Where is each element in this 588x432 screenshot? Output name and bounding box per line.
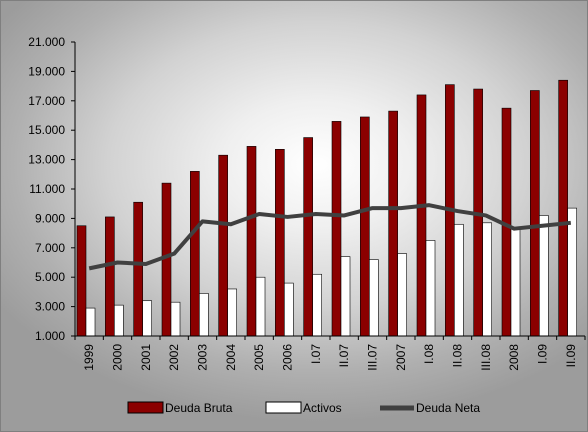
legend: Deuda Bruta Activos Deuda Neta [127, 401, 480, 415]
y-tick-label: 1.000 [35, 329, 65, 343]
plot-area: 1.000 3.000 5.000 7.000 9.000 11.000 13.000 15.… [28, 35, 586, 371]
x-tick-label: II.09 [564, 344, 578, 368]
x-tick-label: 2000 [111, 344, 125, 371]
bar-deuda-bruta [133, 201, 143, 337]
x-tick-label: 2005 [252, 344, 266, 371]
bar-deuda-bruta [246, 146, 257, 337]
y-tick-label: 19.000 [28, 64, 65, 78]
x-tick-label: 2004 [224, 344, 238, 371]
bar-activos [114, 304, 124, 337]
y-tick-label: 3.000 [35, 300, 65, 314]
bar-activos [482, 222, 492, 337]
y-tick-label: 13.000 [28, 153, 65, 167]
x-tick-label: II.07 [337, 344, 351, 368]
bar-activos [170, 301, 181, 337]
bar-activos [85, 307, 96, 337]
bar-deuda-bruta [360, 116, 370, 337]
legend-swatch-activos [265, 401, 302, 414]
bar-deuda-bruta [331, 121, 342, 337]
x-tick-label: 2002 [167, 344, 181, 371]
x-tick-label: 1999 [82, 344, 96, 371]
bar-activos [539, 215, 549, 337]
x-tick-label: 2006 [281, 344, 295, 371]
bar-activos [255, 276, 266, 337]
bar-deuda-bruta [558, 79, 568, 337]
x-tick-label: 2008 [507, 344, 521, 371]
bar-deuda-bruta [530, 90, 540, 337]
legend-label-deuda-bruta: Deuda Bruta [165, 401, 233, 415]
x-tick-label: II.08 [451, 344, 465, 368]
x-tick-label: I.09 [536, 344, 550, 364]
bar-deuda-bruta [76, 225, 87, 337]
bar-activos [284, 282, 294, 337]
x-tick-label: I.07 [309, 344, 323, 364]
x-tick-label: III.08 [479, 344, 493, 371]
y-tick-label: 21.000 [28, 35, 65, 49]
bar-deuda-bruta [416, 94, 427, 337]
bar-activos [142, 300, 152, 337]
x-tick-label: I.08 [422, 344, 436, 364]
bar-activos [340, 256, 351, 337]
bar-activos [369, 259, 379, 337]
y-tick-label: 7.000 [35, 241, 65, 255]
bar-deuda-bruta [190, 171, 200, 337]
legend-label-activos: Activos [303, 401, 342, 415]
bar-activos [510, 228, 521, 337]
bar-activos [199, 293, 209, 337]
y-tick-label: 11.000 [29, 182, 65, 196]
legend-swatch-deuda-bruta [127, 401, 164, 414]
bar-activos [567, 207, 577, 337]
y-tick-label: 17.000 [28, 94, 65, 108]
line-deuda-neta [88, 203, 572, 271]
y-tick-label: 5.000 [35, 270, 65, 284]
bar-deuda-bruta [303, 137, 313, 337]
bar-deuda-bruta [388, 110, 398, 337]
x-tick-label: 2001 [139, 344, 153, 371]
y-tick-label: 9.000 [35, 211, 65, 225]
bar-deuda-bruta [105, 216, 115, 337]
y-tick-label: 15.000 [28, 123, 65, 137]
x-tick-label: 2003 [196, 344, 210, 371]
bar-deuda-bruta [275, 149, 285, 337]
bar-activos [312, 273, 322, 337]
bar-activos [227, 288, 237, 337]
bar-activos [425, 240, 436, 337]
x-tick-label: III.07 [366, 344, 380, 371]
bar-activos [454, 223, 464, 337]
bar-deuda-bruta [218, 154, 228, 337]
x-tick-label: 2007 [394, 344, 408, 371]
bar-activos [397, 253, 407, 337]
legend-label-deuda-neta: Deuda Neta [416, 401, 480, 415]
